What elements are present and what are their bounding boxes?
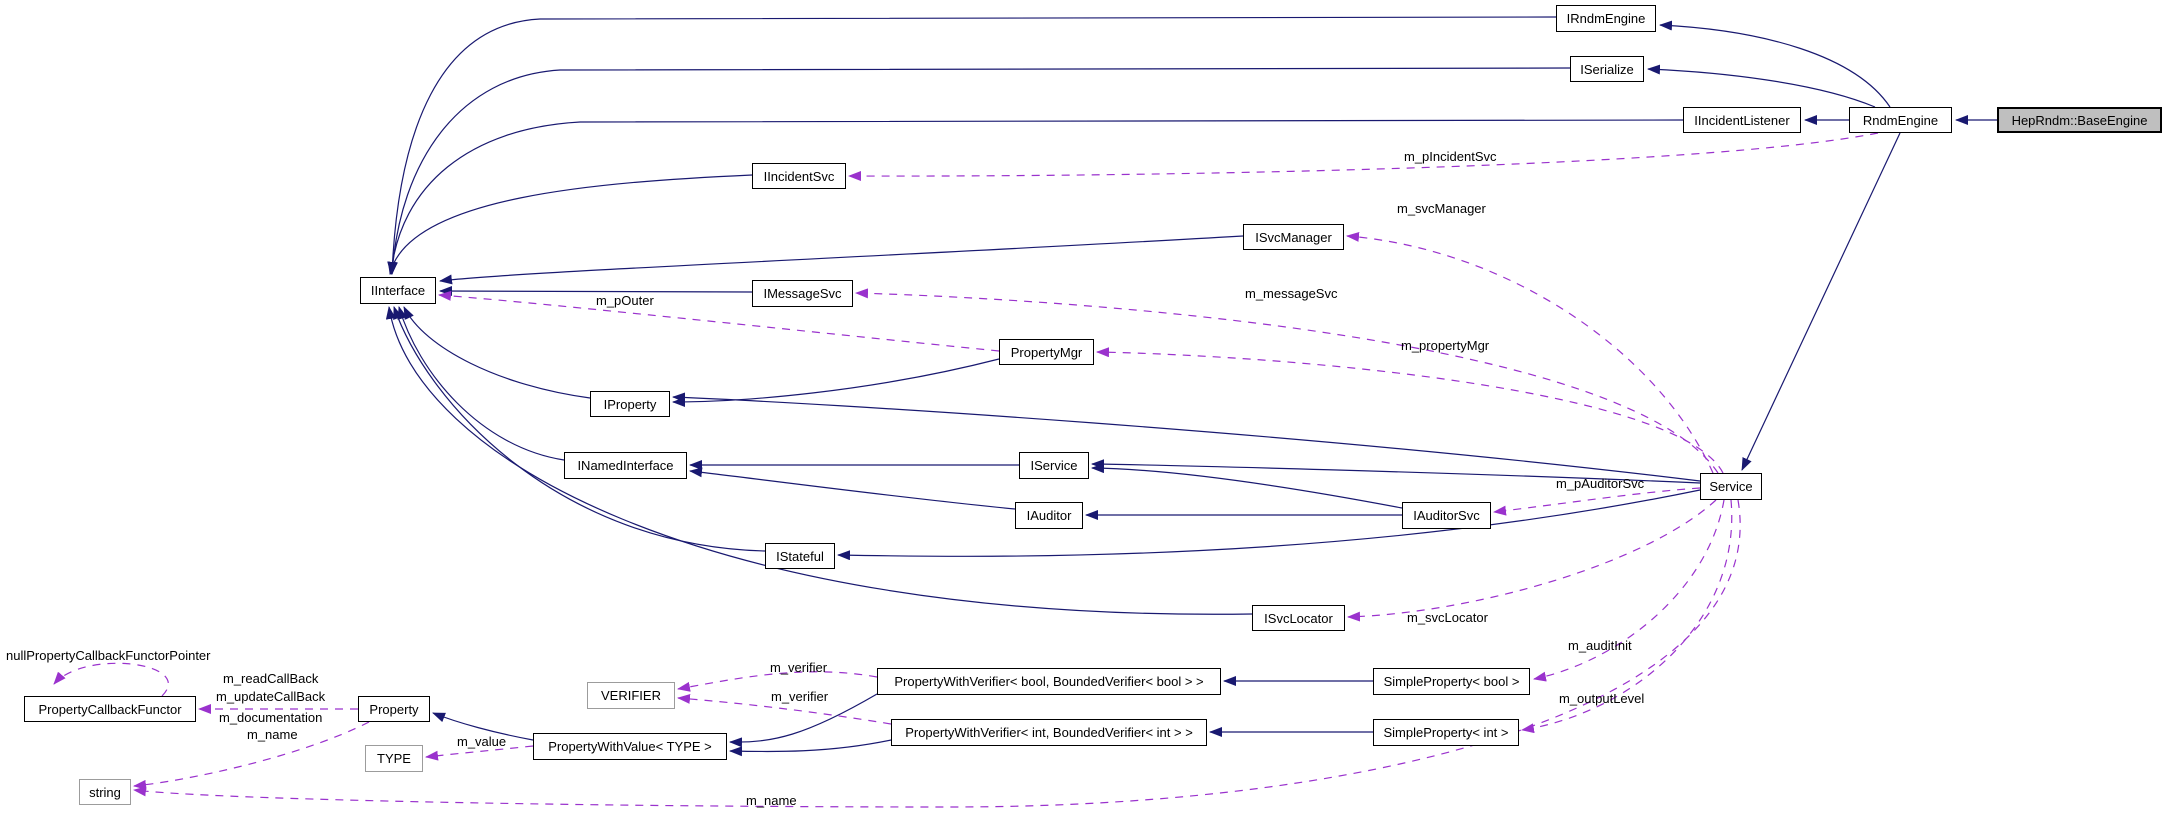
node-istateful[interactable]: IStateful: [765, 543, 835, 569]
node-iincidentsvc[interactable]: IIncidentSvc: [752, 163, 846, 189]
node-simpleproperty-bool[interactable]: SimpleProperty< bool >: [1373, 668, 1530, 695]
edge-label-m-value: m_value: [457, 734, 507, 749]
node-propertywithverifier-bool[interactable]: PropertyWithVerifier< bool, BoundedVerif…: [877, 668, 1221, 695]
node-type: TYPE: [365, 745, 423, 772]
edge-label-m-verifier-int: m_verifier: [771, 689, 829, 704]
edge-label-m-documentation: m_documentation: [219, 710, 323, 725]
node-imessagesvc[interactable]: IMessageSvc: [752, 280, 853, 307]
node-propertywithvalue[interactable]: PropertyWithValue< TYPE >: [533, 733, 727, 760]
edge-label-m-pauditorsvc: m_pAuditorSvc: [1556, 476, 1645, 491]
node-inamedinterface[interactable]: INamedInterface: [564, 452, 687, 479]
edge-label-m-updatecallback: m_updateCallBack: [216, 689, 326, 704]
edge-label-m-svcmanager: m_svcManager: [1397, 201, 1486, 216]
node-service[interactable]: Service: [1700, 473, 1762, 500]
node-simpleproperty-int[interactable]: SimpleProperty< int >: [1373, 719, 1519, 746]
node-rndmengine[interactable]: RndmEngine: [1849, 107, 1952, 133]
edge-label-m-auditinit: m_auditInit: [1568, 638, 1632, 653]
edge-label-m-readcallback: m_readCallBack: [223, 671, 319, 686]
node-propertywithverifier-int[interactable]: PropertyWithVerifier< int, BoundedVerifi…: [891, 719, 1207, 746]
node-iauditor[interactable]: IAuditor: [1015, 502, 1083, 529]
node-isvclocator[interactable]: ISvcLocator: [1252, 605, 1345, 631]
edge-label-m-propertymgr: m_propertyMgr: [1401, 338, 1490, 353]
node-iincidentlistener[interactable]: IIncidentListener: [1683, 107, 1801, 133]
node-heprndm-baseengine: HepRndm::BaseEngine: [1997, 107, 2162, 133]
node-verifier: VERIFIER: [587, 682, 675, 709]
node-irndmengine[interactable]: IRndmEngine: [1556, 5, 1656, 32]
node-propertymgr[interactable]: PropertyMgr: [999, 339, 1094, 365]
node-iserialize[interactable]: ISerialize: [1570, 56, 1644, 82]
node-propertycallbackfunctor[interactable]: PropertyCallbackFunctor: [24, 696, 196, 722]
edge-label-m-outputlevel: m_outputLevel: [1559, 691, 1645, 706]
edge-label-m-verifier-bool: m_verifier: [770, 660, 828, 675]
edge-label-m-messagesvc: m_messageSvc: [1245, 286, 1338, 301]
node-isvcmanager[interactable]: ISvcManager: [1243, 224, 1344, 250]
edge-label-nullpropertycallbackfunctorpointer: nullPropertyCallbackFunctorPointer: [6, 648, 211, 663]
edge-label-m-pouter: m_pOuter: [596, 293, 654, 308]
edge-label-m-name-service: m_name: [746, 793, 797, 808]
node-iproperty[interactable]: IProperty: [590, 391, 670, 417]
edge-label-m-name-property: m_name: [247, 727, 298, 742]
node-iservice[interactable]: IService: [1019, 452, 1089, 479]
node-iauditorsvc[interactable]: IAuditorSvc: [1402, 502, 1491, 529]
edge-label-m-pincidentsvc: m_pIncidentSvc: [1404, 149, 1497, 164]
node-property[interactable]: Property: [358, 696, 430, 722]
edge-label-m-svclocator: m_svcLocator: [1407, 610, 1488, 625]
node-string: string: [79, 779, 131, 805]
node-iinterface[interactable]: IInterface: [360, 277, 436, 304]
